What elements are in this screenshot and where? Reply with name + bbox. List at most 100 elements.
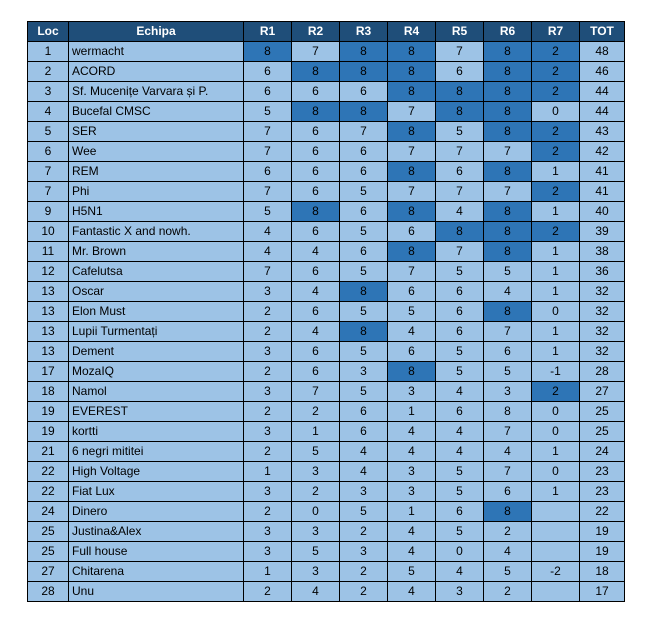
table-row: 17 MozaIQ 2 6 3 8 5 5 -1 28 bbox=[27, 361, 625, 382]
round-3-score-cell: 2 bbox=[339, 521, 388, 542]
round-4-score-cell: 8 bbox=[387, 81, 436, 102]
round-3-score-cell: 5 bbox=[339, 341, 388, 362]
round-7-score-cell bbox=[531, 501, 580, 522]
round-6-score-cell: 8 bbox=[483, 241, 532, 262]
rank-cell: 22 bbox=[27, 461, 69, 482]
round-1-score-cell: 3 bbox=[243, 281, 292, 302]
round-4-score-cell: 8 bbox=[387, 161, 436, 182]
table-row: 22 Fiat Lux 3 2 3 3 5 6 1 23 bbox=[27, 481, 625, 502]
round-2-score-cell: 6 bbox=[291, 181, 340, 202]
round-3-score-cell: 2 bbox=[339, 581, 388, 602]
round-3-score-cell: 2 bbox=[339, 561, 388, 582]
rank-cell: 7 bbox=[27, 181, 69, 202]
round-1-score-cell: 2 bbox=[243, 501, 292, 522]
table-row: 7 Phi 7 6 5 7 7 7 2 41 bbox=[27, 181, 625, 202]
round-2-score-cell: 6 bbox=[291, 301, 340, 322]
round-7-score-cell: 1 bbox=[531, 241, 580, 262]
team-name-cell: Fiat Lux bbox=[68, 481, 244, 502]
round-6-score-cell: 5 bbox=[483, 261, 532, 282]
team-name-cell: High Voltage bbox=[68, 461, 244, 482]
total-score-cell: 43 bbox=[579, 121, 625, 142]
round-3-score-cell: 8 bbox=[339, 41, 388, 62]
round-2-score-cell: 3 bbox=[291, 461, 340, 482]
team-name-cell: REM bbox=[68, 161, 244, 182]
round-1-score-cell: 6 bbox=[243, 161, 292, 182]
round-5-score-cell: 8 bbox=[435, 101, 484, 122]
round-4-score-cell: 6 bbox=[387, 341, 436, 362]
round-4-score-cell: 7 bbox=[387, 141, 436, 162]
round-6-score-cell: 7 bbox=[483, 461, 532, 482]
rank-cell: 27 bbox=[27, 561, 69, 582]
round-2-score-cell: 4 bbox=[291, 241, 340, 262]
round-5-score-cell: 0 bbox=[435, 541, 484, 562]
header-r6: R6 bbox=[483, 21, 532, 42]
team-name-cell: Mr. Brown bbox=[68, 241, 244, 262]
round-1-score-cell: 7 bbox=[243, 121, 292, 142]
team-name-cell: Cafelutsa bbox=[68, 261, 244, 282]
round-2-score-cell: 8 bbox=[291, 201, 340, 222]
round-3-score-cell: 6 bbox=[339, 81, 388, 102]
total-score-cell: 17 bbox=[579, 581, 625, 602]
round-6-score-cell: 8 bbox=[483, 201, 532, 222]
round-6-score-cell: 8 bbox=[483, 161, 532, 182]
round-5-score-cell: 6 bbox=[435, 401, 484, 422]
round-6-score-cell: 8 bbox=[483, 81, 532, 102]
table-row: 18 Namol 3 7 5 3 4 3 2 27 bbox=[27, 381, 625, 402]
round-5-score-cell: 7 bbox=[435, 41, 484, 62]
round-6-score-cell: 6 bbox=[483, 481, 532, 502]
round-1-score-cell: 4 bbox=[243, 241, 292, 262]
total-score-cell: 19 bbox=[579, 541, 625, 562]
rank-cell: 11 bbox=[27, 241, 69, 262]
round-3-score-cell: 4 bbox=[339, 461, 388, 482]
round-2-score-cell: 4 bbox=[291, 581, 340, 602]
team-name-cell: SER bbox=[68, 121, 244, 142]
round-3-score-cell: 6 bbox=[339, 141, 388, 162]
table-row: 2 ACORD 6 8 8 8 6 8 2 46 bbox=[27, 61, 625, 82]
round-5-score-cell: 6 bbox=[435, 161, 484, 182]
round-6-score-cell: 8 bbox=[483, 301, 532, 322]
round-4-score-cell: 4 bbox=[387, 441, 436, 462]
round-2-score-cell: 4 bbox=[291, 321, 340, 342]
round-3-score-cell: 8 bbox=[339, 101, 388, 122]
round-7-score-cell: 1 bbox=[531, 341, 580, 362]
round-3-score-cell: 6 bbox=[339, 421, 388, 442]
round-5-score-cell: 5 bbox=[435, 521, 484, 542]
round-1-score-cell: 2 bbox=[243, 361, 292, 382]
round-5-score-cell: 4 bbox=[435, 441, 484, 462]
rank-cell: 25 bbox=[27, 541, 69, 562]
total-score-cell: 48 bbox=[579, 41, 625, 62]
round-2-score-cell: 3 bbox=[291, 521, 340, 542]
rank-cell: 13 bbox=[27, 341, 69, 362]
round-5-score-cell: 6 bbox=[435, 281, 484, 302]
rank-cell: 13 bbox=[27, 321, 69, 342]
table-row: 5 SER 7 6 7 8 5 8 2 43 bbox=[27, 121, 625, 142]
round-5-score-cell: 4 bbox=[435, 421, 484, 442]
round-6-score-cell: 7 bbox=[483, 421, 532, 442]
round-4-score-cell: 1 bbox=[387, 401, 436, 422]
rank-cell: 13 bbox=[27, 281, 69, 302]
team-name-cell: Namol bbox=[68, 381, 244, 402]
team-name-cell: kortti bbox=[68, 421, 244, 442]
team-name-cell: Bucefal CMSC bbox=[68, 101, 244, 122]
round-1-score-cell: 5 bbox=[243, 101, 292, 122]
round-1-score-cell: 1 bbox=[243, 561, 292, 582]
round-2-score-cell: 6 bbox=[291, 121, 340, 142]
round-2-score-cell: 8 bbox=[291, 101, 340, 122]
round-1-score-cell: 5 bbox=[243, 201, 292, 222]
round-2-score-cell: 5 bbox=[291, 541, 340, 562]
team-name-cell: wermacht bbox=[68, 41, 244, 62]
table-row: 25 Justina&Alex 3 3 2 4 5 2 19 bbox=[27, 521, 625, 542]
round-1-score-cell: 7 bbox=[243, 141, 292, 162]
round-7-score-cell: 0 bbox=[531, 401, 580, 422]
round-3-score-cell: 5 bbox=[339, 181, 388, 202]
round-4-score-cell: 6 bbox=[387, 221, 436, 242]
round-5-score-cell: 4 bbox=[435, 201, 484, 222]
total-score-cell: 41 bbox=[579, 181, 625, 202]
round-4-score-cell: 3 bbox=[387, 461, 436, 482]
team-name-cell: Full house bbox=[68, 541, 244, 562]
team-name-cell: MozaIQ bbox=[68, 361, 244, 382]
rank-cell: 10 bbox=[27, 221, 69, 242]
round-1-score-cell: 3 bbox=[243, 341, 292, 362]
team-name-cell: EVEREST bbox=[68, 401, 244, 422]
